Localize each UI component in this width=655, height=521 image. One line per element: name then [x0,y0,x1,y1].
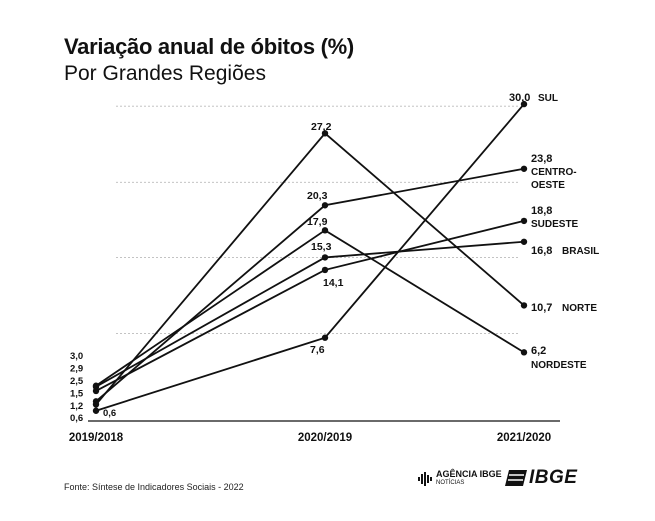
point-centro-oeste-2 [520,165,528,172]
point-sudeste-1 [321,266,329,274]
x-tick-label-1: 2020/2019 [298,432,352,444]
point-norte-0 [92,401,100,408]
point-nordeste-0 [92,382,100,389]
label-last-norte: 10,7 [531,302,552,314]
label-last-centro-oeste: 23,8 [531,153,552,165]
series-line-brasil [95,240,525,388]
point-nordeste-1 [321,227,329,234]
agency-name: AGÊNCIA IBGE [436,469,502,479]
label-first-norte: 1,2 [70,401,83,412]
ibge-wordmark: IBGE [529,467,578,488]
label-mid-norte: 27,2 [311,121,332,133]
chart-subtitle: Por Grandes Regiões [64,62,266,85]
point-sul-0 [92,407,100,414]
point-brasil-1 [321,254,329,261]
ibge-logo: IBGE [505,467,577,489]
series-name-sudeste: SUDESTE [531,219,579,230]
label-first-sudeste: 2,5 [70,376,84,387]
point-nordeste-2 [520,349,528,356]
ibge-mark-icon [505,470,527,486]
point-norte-1 [321,130,329,137]
point-sudeste-2 [520,217,528,225]
label-first-sul-right: 0,6 [103,408,116,419]
series-line-nordeste [95,229,525,387]
label-mid-sul: 7,6 [310,344,325,356]
point-norte-2 [520,302,528,309]
label-mid-nordeste: 17,9 [307,216,328,228]
chart-title: Variação anual de óbitos (%) [64,34,354,59]
label-last-brasil: 16,8 [531,245,552,257]
point-brasil-2 [520,238,528,245]
label-last-sul: 30,0 [509,92,530,104]
series-name-nordeste: NORDESTE [531,360,587,371]
agency-sub: NOTÍCIAS [436,480,465,486]
label-mid-centro-oeste: 20,3 [307,190,328,202]
series-name-centro-oeste-2: OESTE [531,180,565,191]
label-last-nordeste: 6,2 [531,345,546,357]
series-line-norte [95,132,525,406]
agencia-ibge-logo: AGÊNCIA IBGE NOTÍCIAS [418,470,502,488]
series-line-centro-oeste [95,167,525,403]
source-note: Fonte: Síntese de Indicadores Sociais - … [64,482,244,492]
series-name-brasil: BRASIL [562,246,599,257]
series-name-norte: NORTE [562,303,597,314]
series-name-centro-oeste-1: CENTRO- [531,167,577,178]
point-sul-1 [321,334,329,341]
label-last-sudeste: 18,8 [531,205,552,217]
series-name-sul: SUL [538,93,558,104]
label-first-sul: 0,6 [70,413,83,424]
x-tick-label-2: 2021/2020 [497,432,551,444]
point-sul-2 [520,100,528,108]
label-first-nordeste: 3,0 [70,351,83,362]
label-first-brasil: 2,9 [70,364,83,375]
x-tick-label-0: 2019/2018 [69,432,124,444]
label-first-centro-oeste: 1,5 [70,389,84,400]
label-mid-sudeste: 14,1 [323,277,344,289]
agency-mark-icon [418,472,432,486]
point-centro-oeste-1 [321,202,329,209]
label-mid-brasil: 15,3 [311,241,332,253]
